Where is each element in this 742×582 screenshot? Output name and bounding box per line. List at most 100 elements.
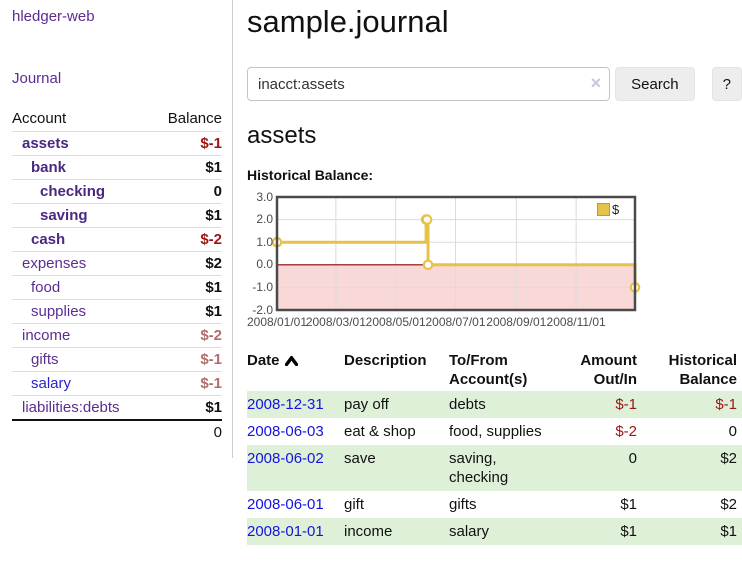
historical-balance-chart[interactable]: 3.0 2.0 1.0 0.0 -1.0 -2.0 2008/01/01 2008/03/01…	[247, 189, 667, 329]
account-row: saving $1	[12, 203, 222, 228]
register-header-date[interactable]: Date	[247, 349, 344, 391]
x-axis-tick: 2008/03/01	[305, 315, 366, 329]
account-name-cell: saving	[12, 203, 152, 228]
account-row: assets $-1	[12, 131, 222, 156]
register-amount: 0	[628, 450, 637, 467]
account-link[interactable]: cash	[31, 231, 66, 248]
accounts-total-spacer	[12, 419, 152, 444]
y-axis-tick: 3.0	[256, 189, 273, 204]
sidebar: hledger-web Journal Account Balance asse…	[0, 0, 233, 458]
legend-label: $	[612, 202, 620, 217]
account-row: food $1	[12, 275, 222, 300]
account-link[interactable]: income	[22, 327, 71, 344]
journal-link[interactable]: Journal	[12, 70, 62, 87]
chart-label: Historical Balance:	[247, 167, 374, 183]
register-balance: 0	[728, 423, 737, 440]
transaction-date-link[interactable]: 2008-12-31	[247, 396, 324, 413]
account-row: expenses $2	[12, 251, 222, 276]
account-row: checking 0	[12, 179, 222, 204]
account-row: salary $-1	[12, 371, 222, 396]
account-balance: $1	[151, 203, 222, 228]
account-link[interactable]: checking	[40, 183, 106, 200]
register-date-cell: 2008-06-02	[247, 445, 344, 491]
register-row: 2008-06-01 gift gifts $1 $2	[247, 491, 742, 518]
y-axis-tick: -1.0	[252, 279, 273, 294]
search-row: × Search ?	[247, 67, 742, 101]
account-link[interactable]: bank	[31, 159, 67, 176]
account-name-cell: checking	[12, 179, 152, 204]
register-accounts: food, supplies	[449, 423, 542, 440]
account-name-cell: gifts	[12, 347, 152, 372]
help-button[interactable]: ?	[711, 67, 742, 101]
register-amount: $-1	[615, 396, 637, 413]
accounts-header-account: Account	[12, 107, 152, 132]
register-balance: $2	[720, 450, 737, 467]
account-row: gifts $-1	[12, 347, 222, 372]
register-row: 2008-06-02 save saving, checking 0 $2	[247, 445, 742, 491]
register-row: 2008-01-01 income salary $1 $1	[247, 518, 742, 545]
account-balance: $1	[151, 299, 222, 324]
x-axis-tick: 2008/07/01	[425, 315, 486, 329]
x-axis-tick: 2008/11/01	[546, 315, 606, 329]
account-name-cell: assets	[12, 131, 152, 156]
transaction-date-link[interactable]: 2008-06-01	[247, 496, 324, 513]
register-accounts: salary	[449, 523, 490, 540]
search-button[interactable]: Search	[615, 67, 695, 101]
register-description: eat & shop	[344, 423, 416, 440]
account-link[interactable]: salary	[31, 375, 72, 392]
account-link[interactable]: supplies	[31, 303, 87, 320]
transaction-date-link[interactable]: 2008-06-02	[247, 450, 324, 467]
register-table: Date Description To/From Account(s) Amou…	[247, 349, 742, 545]
register-amount: $-2	[615, 423, 637, 440]
page-title: sample.journal	[247, 4, 449, 39]
register-balance: $-1	[715, 396, 737, 413]
account-name-cell: liabilities:debts	[12, 395, 152, 421]
register-date-cell: 2008-06-01	[247, 491, 344, 518]
search-input[interactable]	[247, 67, 611, 101]
accounts-header-balance: Balance	[151, 107, 222, 132]
register-balance: $1	[720, 523, 737, 540]
account-balance: $1	[151, 275, 222, 300]
account-link[interactable]: gifts	[31, 351, 59, 368]
account-balance: $1	[151, 155, 222, 180]
register-header-row: Date Description To/From Account(s) Amou…	[247, 349, 742, 391]
register-description: gift	[344, 496, 365, 513]
account-link[interactable]: assets	[22, 135, 69, 152]
chart-legend: $	[597, 202, 619, 217]
accounts-total-row: 0	[12, 419, 222, 444]
transaction-date-link[interactable]: 2008-06-03	[247, 423, 324, 440]
sort-up-icon	[284, 354, 298, 367]
account-link[interactable]: liabilities:debts	[22, 399, 120, 416]
account-name-cell: bank	[12, 155, 152, 180]
transaction-date-link[interactable]: 2008-01-01	[247, 523, 324, 540]
app-title: hledger-web	[12, 8, 222, 26]
account-balance: $-1	[151, 347, 222, 372]
account-link[interactable]: food	[31, 279, 61, 296]
app-title-link[interactable]: hledger-web	[12, 8, 95, 25]
register-accounts: saving, checking	[449, 450, 509, 486]
register-amount: $1	[620, 496, 637, 513]
x-axis-tick: 2008/01/01	[246, 315, 308, 329]
register-header-accounts: To/From Account(s)	[449, 352, 528, 388]
account-row: liabilities:debts $1	[12, 395, 222, 421]
register-description: save	[344, 450, 376, 467]
register-row: 2008-06-03 eat & shop food, supplies $-2 0	[247, 418, 742, 445]
data-point	[421, 214, 433, 225]
y-axis-tick: 0.0	[256, 257, 273, 272]
y-axis-tick: -2.0	[252, 302, 273, 317]
account-balance: 0	[151, 179, 222, 204]
account-link[interactable]: expenses	[22, 255, 87, 272]
clear-search-icon[interactable]: ×	[590, 73, 602, 93]
legend-swatch	[597, 203, 610, 216]
y-axis-tick: 1.0	[256, 234, 273, 249]
register-accounts: gifts	[449, 496, 477, 513]
main-content: sample.journal × Search ? assets Histori…	[247, 0, 742, 545]
account-balance: $2	[151, 251, 222, 276]
account-name-cell: cash	[12, 227, 152, 252]
account-row: cash $-2	[12, 227, 222, 252]
account-link[interactable]: saving	[40, 207, 88, 224]
account-title: assets	[247, 122, 317, 149]
register-header-balance: Historical Balance	[668, 352, 737, 388]
x-axis-tick: 2008/05/01	[365, 315, 426, 329]
account-name-cell: income	[12, 323, 152, 348]
